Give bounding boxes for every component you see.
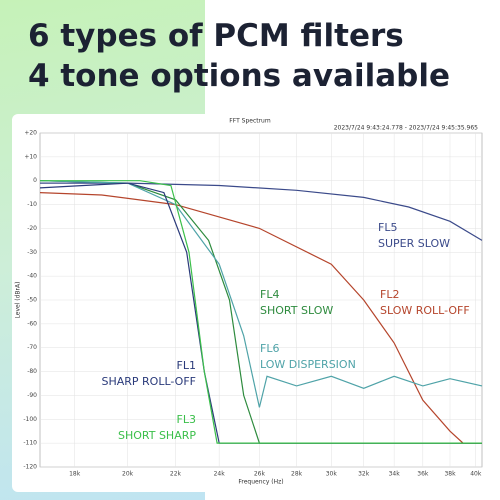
y-tick-label: -90 [27, 392, 37, 399]
series-name: FL4 [260, 288, 279, 301]
series-name: FL1 [177, 359, 196, 372]
headline: 4 tone options available [28, 58, 450, 94]
series-name: FL6 [260, 342, 279, 355]
y-tick-label: -50 [27, 297, 37, 304]
y-tick-label: -70 [27, 344, 37, 351]
series-name: FL3 [177, 413, 196, 426]
x-tick-label: 30k [326, 471, 338, 478]
y-tick-label: +20 [24, 130, 37, 137]
series-description: SHARP ROLL-OFF [101, 375, 196, 388]
y-tick-label: -10 [27, 201, 37, 208]
timestamp: 2023/7/24 9:43:24.778 - 2023/7/24 9:45:3… [334, 125, 478, 132]
y-tick-label: -40 [27, 273, 37, 280]
y-tick-label: -110 [23, 440, 37, 447]
y-tick-label: -20 [27, 225, 37, 232]
y-tick-label: 0 [33, 177, 37, 184]
y-tick-label: -100 [23, 416, 37, 423]
x-tick-label: 20k [122, 471, 134, 478]
y-tick-label: -120 [23, 464, 37, 471]
headline: 6 types of PCM filters [28, 18, 404, 54]
series-description: LOW DISPERSION [260, 358, 356, 371]
x-tick-label: 38k [444, 471, 456, 478]
x-tick-label: 36k [417, 471, 429, 478]
x-tick-label: 40k [470, 471, 482, 478]
x-tick-label: 32k [358, 471, 370, 478]
series-line [39, 180, 482, 444]
chart-title: FFT Spectrum [229, 118, 271, 125]
x-tick-label: 24k [214, 471, 226, 478]
x-tick-label: 18k [69, 471, 81, 478]
series-description: SHORT SLOW [260, 304, 333, 317]
y-tick-label: -80 [27, 368, 37, 375]
series-description: SLOW ROLL-OFF [380, 304, 470, 317]
x-axis-label: Frequency (Hz) [238, 479, 283, 486]
x-tick-label: 34k [389, 471, 401, 478]
series-line [40, 180, 482, 444]
x-tick-label: 26k [254, 471, 266, 478]
y-axis-label: Level (dBrA) [15, 282, 22, 319]
series-line [39, 192, 482, 444]
x-tick-label: 28k [291, 471, 303, 478]
series-description: SHORT SHARP [118, 429, 196, 442]
series-description: SUPER SLOW [378, 237, 450, 250]
series-line [39, 180, 483, 408]
series-line [40, 182, 483, 241]
y-tick-label: +10 [24, 153, 37, 160]
series-name: FL5 [378, 221, 397, 234]
x-tick-label: 22k [170, 471, 182, 478]
series-name: FL2 [380, 288, 399, 301]
y-tick-label: -60 [27, 320, 37, 327]
y-tick-label: -30 [27, 249, 37, 256]
